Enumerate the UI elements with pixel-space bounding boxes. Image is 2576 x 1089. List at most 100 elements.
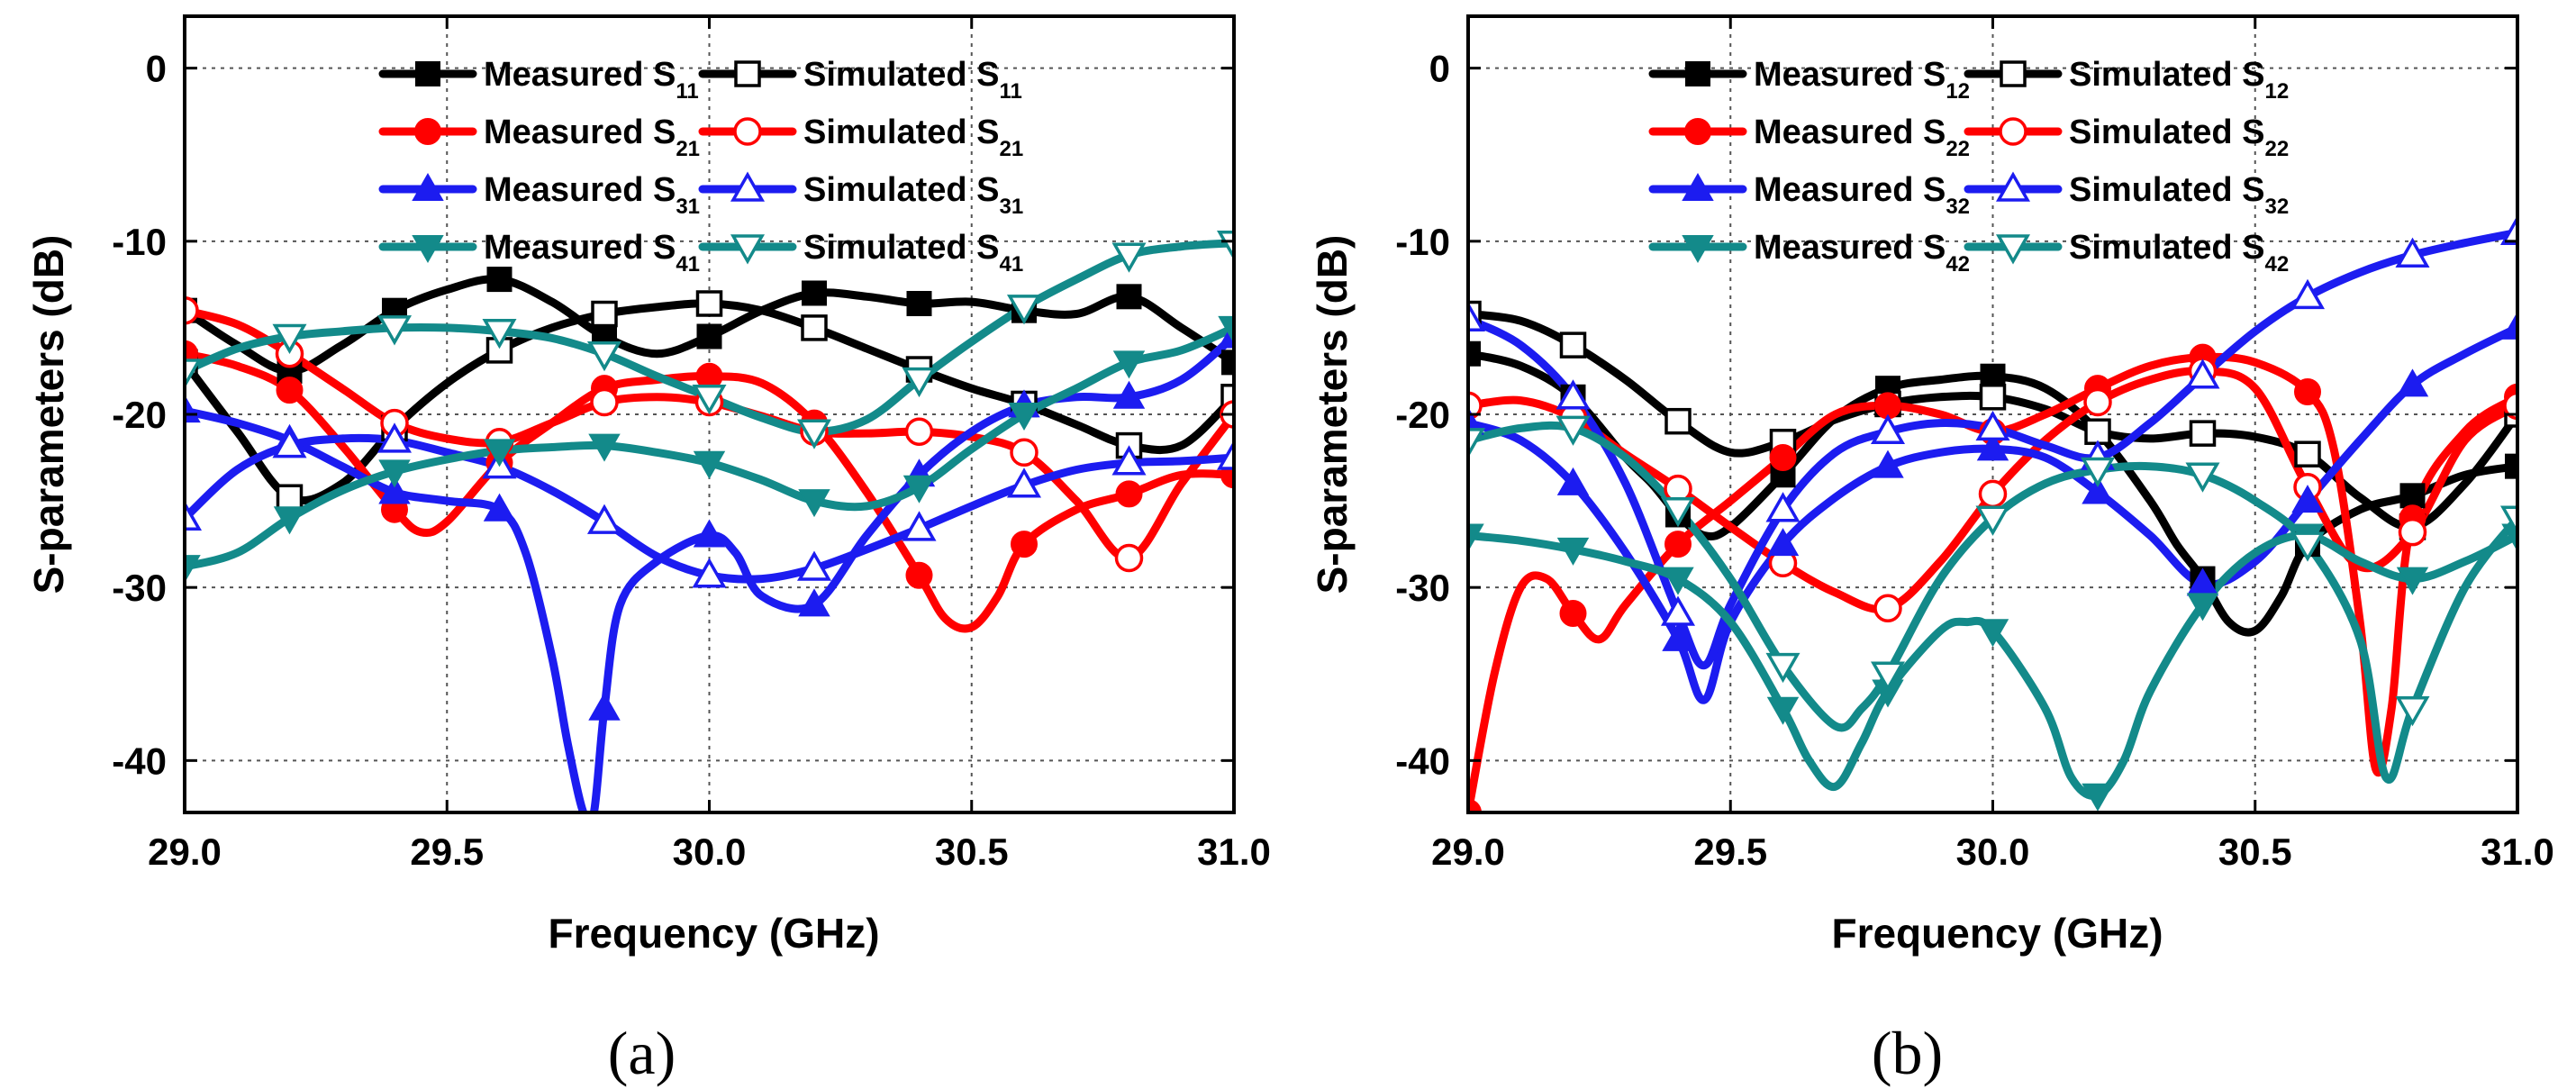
data-point-simulated-s11-12 [801, 314, 828, 341]
legend-marker [1684, 118, 1711, 145]
data-point-measured-s11-12 [802, 280, 827, 306]
data-point-simulated-s42-4 [1660, 496, 1696, 528]
legend-item-measured-s22: Measured S22 [1648, 113, 1970, 161]
data-point-simulated-s31-4 [376, 422, 413, 453]
data-point-simulated-s32-2 [1556, 379, 1591, 410]
legend-label-name: Simulated S [803, 56, 1000, 94]
data-point-measured-s41-18 [1112, 350, 1146, 379]
x-axis-label: Frequency (GHz) [1831, 910, 2163, 957]
data-point-simulated-s41-8 [586, 340, 622, 372]
data-point-simulated-s21-18 [1114, 543, 1144, 573]
data-point-simulated-s12-14 [2189, 420, 2217, 447]
x-tick-label: 30.5 [935, 830, 1009, 873]
y-tick-label: 0 [146, 48, 167, 90]
data-point-simulated-s41-14 [902, 367, 937, 398]
data-point-simulated-s41-4 [376, 315, 413, 346]
data-point-measured-s32-21 [2501, 311, 2517, 340]
data-point-simulated-s12-16 [2294, 440, 2321, 467]
legend-label-subscript: 41 [676, 252, 700, 277]
data-point-measured-s32-2 [1556, 467, 1590, 495]
legend-marker [1999, 117, 2027, 146]
data-point-measured-s32-13 [2082, 476, 2114, 504]
data-point-simulated-s41-16 [1006, 295, 1042, 325]
data-point-simulated-s42-6 [1765, 652, 1800, 684]
data-point-measured-s41-10 [693, 450, 726, 479]
data-point-simulated-s42-15 [2185, 462, 2220, 493]
data-point-simulated-s11-2 [276, 484, 304, 511]
data-point-simulated-s31-8 [586, 504, 622, 534]
data-point-measured-s32-7 [1766, 528, 1800, 557]
data-point-measured-s42-4 [1662, 567, 1694, 595]
data-point-simulated-s11-8 [591, 300, 618, 328]
series-group [1468, 214, 2517, 812]
data-point-measured-s41-20 [1218, 315, 1234, 344]
legend-label: Measured S41 [484, 229, 700, 277]
data-point-simulated-s42-0 [1468, 428, 1486, 458]
legend-label: Measured S31 [484, 171, 700, 219]
data-point-simulated-s32-4 [1660, 595, 1696, 626]
legend-label: Simulated S22 [2069, 113, 2289, 161]
data-point-measured-s41-14 [903, 475, 936, 504]
data-point-measured-s42-6 [1766, 696, 1800, 725]
data-point-simulated-s41-18 [1111, 242, 1147, 273]
data-point-simulated-s42-17 [2290, 531, 2326, 562]
data-point-simulated-s42-13 [2080, 457, 2116, 488]
legend-label-subscript: 22 [2265, 137, 2290, 161]
legend-marker [730, 234, 766, 265]
legend-label-subscript: 31 [676, 195, 700, 219]
legend-marker [1682, 172, 1714, 201]
legend-item-measured-s21: Measured S21 [378, 113, 700, 161]
legend-label-subscript: 42 [2265, 252, 2290, 277]
legend-label-subscript: 32 [1946, 195, 1970, 219]
data-point-measured-s41-6 [483, 439, 516, 467]
data-point-simulated-s22-12 [2083, 387, 2112, 417]
legend-marker [734, 60, 761, 87]
data-point-simulated-s31-16 [1006, 467, 1042, 498]
data-point-measured-s21-2 [276, 377, 304, 404]
series-line-simulated-s11 [185, 299, 1234, 505]
data-point-measured-s31-6 [483, 493, 516, 522]
legend-item-measured-s31: Measured S31 [378, 171, 700, 219]
data-point-simulated-s41-0 [185, 358, 203, 389]
legend-label-subscript: 11 [676, 79, 698, 104]
x-axis-label: Frequency (GHz) [548, 910, 879, 957]
data-point-simulated-s41-12 [796, 419, 832, 449]
data-point-measured-s32-11 [1976, 432, 2009, 461]
legend-marker [730, 171, 766, 202]
data-point-simulated-s32-0 [1468, 301, 1486, 332]
legend-marker [412, 172, 444, 201]
data-point-measured-s31-12 [588, 692, 621, 721]
legend-marker [415, 61, 440, 86]
data-point-simulated-s12-2 [1559, 331, 1587, 358]
legend-label-name: Measured S [484, 113, 676, 151]
data-point-simulated-s11-10 [695, 290, 723, 317]
data-point-measured-s22-7 [1664, 531, 1692, 558]
legend-label-subscript: 21 [676, 137, 700, 161]
x-tick-label: 30.0 [673, 830, 747, 873]
y-axis-label: S-parameters (dB) [1309, 235, 1356, 594]
legend-label: Measured S21 [484, 113, 700, 161]
legend-label-name: Simulated S [803, 171, 1000, 209]
y-axis-label: S-parameters (dB) [25, 235, 72, 594]
legend-label-name: Simulated S [2069, 113, 2265, 151]
data-point-simulated-s12-4 [1664, 407, 1692, 435]
legend-label: Simulated S41 [803, 229, 1023, 277]
data-point-simulated-s12-10 [1979, 384, 2007, 411]
data-point-measured-s42-19 [2186, 593, 2219, 622]
y-tick-label: 0 [1429, 48, 1450, 90]
data-point-measured-s41-16 [1008, 403, 1040, 431]
legend-label-name: Measured S [484, 56, 676, 94]
legend-marker [1995, 171, 2031, 202]
y-tick-label: -30 [1395, 567, 1450, 609]
data-point-measured-s22-9 [1769, 444, 1797, 472]
data-point-measured-s31-18 [798, 588, 830, 617]
legend-marker [1682, 235, 1714, 264]
chart-panel-b: 29.0 29.5 30.0 30.5 31.0 0 -10 -20 -30 -40 Frequen… [1309, 14, 2554, 1087]
legend-item-simulated-s31: Simulated S31 [698, 171, 1023, 219]
x-tick-label: 30.0 [1956, 830, 2030, 873]
x-tick-label: 31.0 [1197, 830, 1271, 873]
legend-label: Measured S32 [1754, 171, 1970, 219]
data-point-measured-s12-0 [1468, 340, 1481, 367]
